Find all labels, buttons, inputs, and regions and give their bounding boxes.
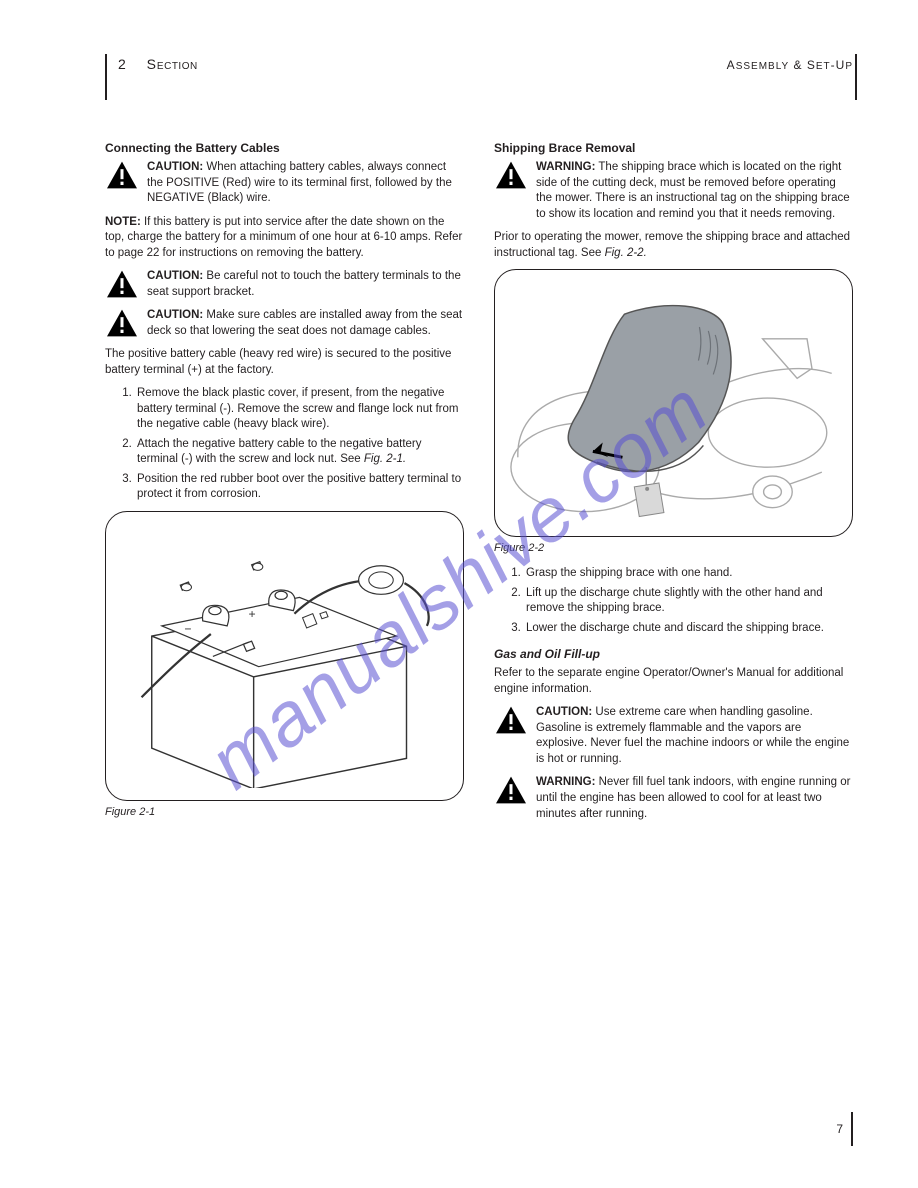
caution-row-r2: CAUTION: Use extreme care when handling … — [494, 705, 853, 767]
caution-head-r2: CAUTION: — [536, 706, 592, 718]
left-intro: The positive battery cable (heavy red wi… — [105, 347, 464, 378]
t3: & S — [794, 58, 816, 72]
t1: A — [727, 58, 736, 72]
header-section-label: 2 SECTION — [118, 55, 198, 74]
caution-head-2: CAUTION: — [147, 270, 203, 282]
page-header: 2 SECTION ASSEMBLY & SET-UP — [118, 55, 853, 74]
warning-icon — [494, 160, 528, 190]
page-number: 7 — [836, 1121, 843, 1137]
content-columns: Connecting the Battery Cables CAUTION: W… — [105, 140, 853, 830]
left-step-2: Attach the negative battery cable to the… — [135, 437, 464, 468]
right-para-1: Prior to operating the mower, remove the… — [494, 230, 853, 261]
caution-row-3: CAUTION: Make sure cables are installed … — [105, 308, 464, 339]
section-caps: S — [147, 56, 157, 72]
section-number: 2 — [118, 56, 127, 72]
t5: -U — [831, 58, 846, 72]
right-para-2: Refer to the separate engine Operator/Ow… — [494, 666, 853, 697]
figure-2-1-caption: Figure 2-1 — [105, 805, 464, 820]
warning-icon — [494, 705, 528, 735]
left-step-1: Remove the black plastic cover, if prese… — [135, 386, 464, 433]
right-steps: Grasp the shipping brace with one hand. … — [494, 566, 853, 636]
left-step-2b: Fig. 2-1. — [364, 453, 406, 465]
t2: SSEMBLY — [736, 61, 790, 72]
page-footer: 7 — [836, 1112, 853, 1146]
warning-row-1: WARNING: The shipping brace which is loc… — [494, 160, 853, 222]
left-steps: Remove the black plastic cover, if prese… — [105, 386, 464, 503]
note-label: NOTE: — [105, 216, 141, 228]
right-para-1b: Fig. 2-2. — [605, 247, 647, 259]
t6: P — [845, 61, 853, 72]
warning-text-r3: WARNING: Never fill fuel tank indoors, w… — [536, 775, 853, 822]
figure-2-2-svg — [506, 278, 842, 528]
warning-icon — [105, 308, 139, 338]
warning-icon — [105, 160, 139, 190]
svg-text:+: + — [249, 606, 256, 620]
header-title: ASSEMBLY & SET-UP — [727, 57, 853, 74]
t4: ET — [816, 61, 831, 72]
footer-rule — [851, 1112, 853, 1146]
caution-head-3: CAUTION: — [147, 309, 203, 321]
right-step-2: Lift up the discharge chute slightly wit… — [524, 586, 853, 617]
warning-head-r3: WARNING: — [536, 776, 595, 788]
header-rule-left — [105, 54, 107, 100]
right-column: Shipping Brace Removal WARNING: The ship… — [494, 140, 853, 830]
note-body: If this battery is put into service afte… — [105, 216, 462, 259]
warning-text-1: WARNING: The shipping brace which is loc… — [536, 160, 853, 222]
left-title: Connecting the Battery Cables — [105, 140, 464, 156]
figure-2-2-box — [494, 269, 853, 537]
caution-text-3: CAUTION: Make sure cables are installed … — [147, 308, 464, 339]
warning-row-r3: WARNING: Never fill fuel tank indoors, w… — [494, 775, 853, 822]
right-title: Shipping Brace Removal — [494, 140, 853, 156]
warning-head-1: WARNING: — [536, 161, 595, 173]
right-step-3: Lower the discharge chute and discard th… — [524, 621, 853, 637]
caution-text-1: CAUTION: When attaching battery cables, … — [147, 160, 464, 207]
figure-2-1-svg: + − — [120, 524, 448, 789]
caution-head-1: CAUTION: — [147, 161, 203, 173]
svg-text:−: − — [185, 622, 192, 636]
caution-text-2: CAUTION: Be careful not to touch the bat… — [147, 269, 464, 300]
caution-row-2: CAUTION: Be careful not to touch the bat… — [105, 269, 464, 300]
right-subhead: Gas and Oil Fill-up — [494, 646, 853, 662]
section-small: ECTION — [157, 61, 198, 72]
figure-2-2-caption: Figure 2-2 — [494, 541, 853, 556]
left-column: Connecting the Battery Cables CAUTION: W… — [105, 140, 464, 830]
right-para-1a: Prior to operating the mower, remove the… — [494, 231, 850, 259]
warning-icon — [494, 775, 528, 805]
note-paragraph: NOTE: If this battery is put into servic… — [105, 215, 464, 262]
caution-row-1: CAUTION: When attaching battery cables, … — [105, 160, 464, 207]
figure-2-1-box: + − — [105, 511, 464, 801]
warning-icon — [105, 269, 139, 299]
caution-text-r2: CAUTION: Use extreme care when handling … — [536, 705, 853, 767]
header-rule-right — [855, 54, 857, 100]
left-step-3: Position the red rubber boot over the po… — [135, 472, 464, 503]
right-step-1: Grasp the shipping brace with one hand. — [524, 566, 853, 582]
